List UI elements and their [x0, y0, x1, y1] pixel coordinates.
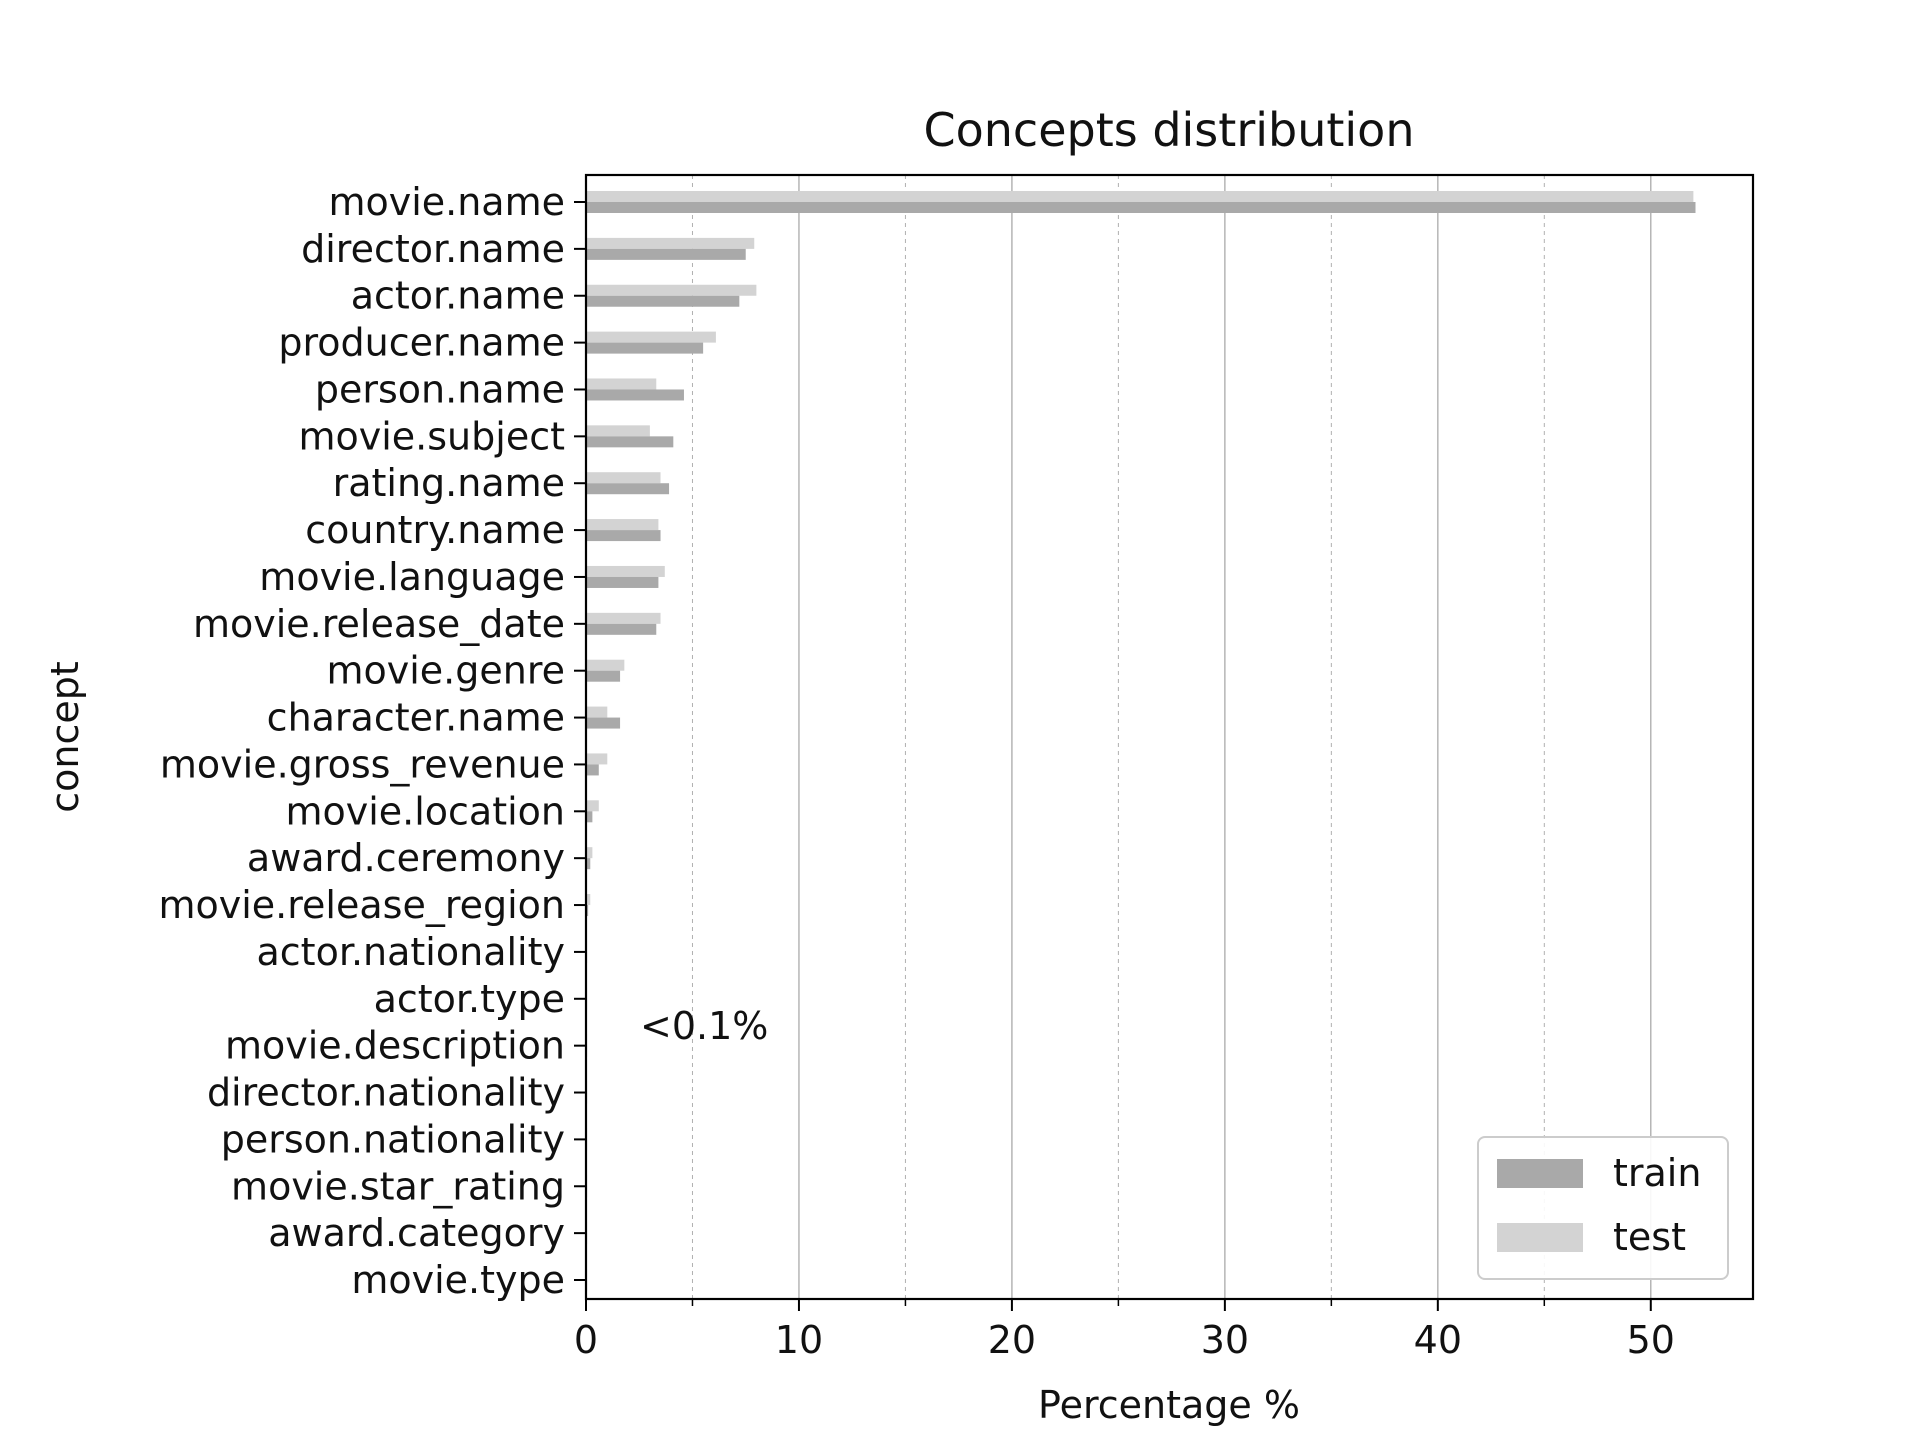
x-tick-label: 0 — [574, 1318, 598, 1362]
y-tick-label: director.nationality — [207, 1071, 565, 1115]
bar-train — [586, 530, 661, 542]
y-tick-label: movie.release_date — [193, 602, 565, 646]
x-tick-label: 10 — [775, 1318, 823, 1362]
bar-train — [586, 670, 621, 682]
y-tick-label: movie.genre — [326, 649, 565, 693]
y-axis-label: concept — [43, 661, 87, 813]
y-tick-label: movie.gross_revenue — [160, 742, 565, 786]
y-tick-label: movie.description — [225, 1024, 565, 1068]
bar-test — [586, 800, 599, 812]
x-axis-label: Percentage % — [1038, 1383, 1300, 1427]
y-axis-ticks: movie.namedirector.nameactor.nameproduce… — [158, 180, 586, 1302]
bar-train — [586, 248, 746, 260]
bars — [586, 191, 1696, 1291]
legend-label-test: test — [1613, 1215, 1686, 1259]
y-tick-label: country.name — [305, 508, 565, 552]
y-tick-label: award.ceremony — [247, 836, 565, 880]
bar-train — [586, 764, 599, 776]
bar-test — [586, 425, 650, 437]
bar-test — [586, 472, 661, 484]
y-tick-label: movie.name — [328, 180, 565, 224]
bar-test — [586, 847, 593, 859]
bar-test — [586, 894, 591, 906]
bar-train — [586, 295, 740, 307]
x-tick-label: 50 — [1627, 1318, 1675, 1362]
bar-test — [586, 565, 665, 577]
bar-train — [586, 202, 1696, 213]
y-tick-label: actor.nationality — [257, 930, 566, 974]
bar-train — [586, 858, 591, 870]
y-tick-label: actor.name — [351, 274, 565, 318]
y-tick-label: producer.name — [278, 321, 565, 365]
y-tick-label: movie.type — [351, 1258, 565, 1302]
bar-test — [586, 237, 755, 249]
bar-test — [586, 378, 657, 390]
bar-train — [586, 342, 704, 354]
bar-test — [586, 612, 661, 624]
x-tick-label: 40 — [1414, 1318, 1462, 1362]
bar-train — [586, 436, 674, 448]
legend-swatch-test — [1497, 1223, 1583, 1252]
y-tick-label: person.name — [315, 367, 565, 411]
y-tick-label: character.name — [267, 696, 565, 740]
bar-test — [586, 659, 625, 671]
y-tick-label: director.name — [301, 227, 565, 271]
y-tick-label: rating.name — [333, 461, 565, 505]
bar-train — [586, 483, 670, 495]
x-tick-label: 30 — [1201, 1318, 1249, 1362]
bar-test — [586, 519, 659, 531]
annotation-label: <0.1% — [640, 1004, 768, 1048]
y-tick-label: movie.release_region — [158, 883, 565, 927]
plot-frame — [584, 173, 1755, 1301]
legend-label-train: train — [1613, 1151, 1701, 1195]
bar-test — [586, 331, 716, 343]
x-tick-label: 20 — [988, 1318, 1036, 1362]
bar-train — [586, 717, 621, 729]
y-tick-label: movie.location — [285, 789, 565, 833]
bar-train — [586, 623, 657, 635]
bar-train — [586, 389, 684, 401]
bar-test — [586, 284, 757, 296]
y-tick-label: movie.language — [259, 555, 565, 599]
bar-test — [586, 753, 608, 765]
grid-lines — [691, 175, 1652, 1299]
y-tick-label: movie.subject — [298, 414, 565, 458]
legend: train test — [1477, 1136, 1729, 1280]
chart-title: Concepts distribution — [924, 103, 1415, 157]
y-tick-label: award.category — [268, 1211, 565, 1255]
bar-test — [586, 191, 1694, 202]
bar-test — [586, 706, 608, 718]
y-tick-label: movie.star_rating — [231, 1164, 565, 1208]
x-axis-ticks: 0 10 20 30 40 50 — [574, 1299, 1675, 1362]
legend-swatch-train — [1497, 1159, 1583, 1188]
y-tick-label: person.nationality — [221, 1117, 565, 1161]
bar-train — [586, 576, 659, 588]
y-tick-label: actor.type — [374, 977, 565, 1021]
bar-train — [586, 811, 593, 823]
